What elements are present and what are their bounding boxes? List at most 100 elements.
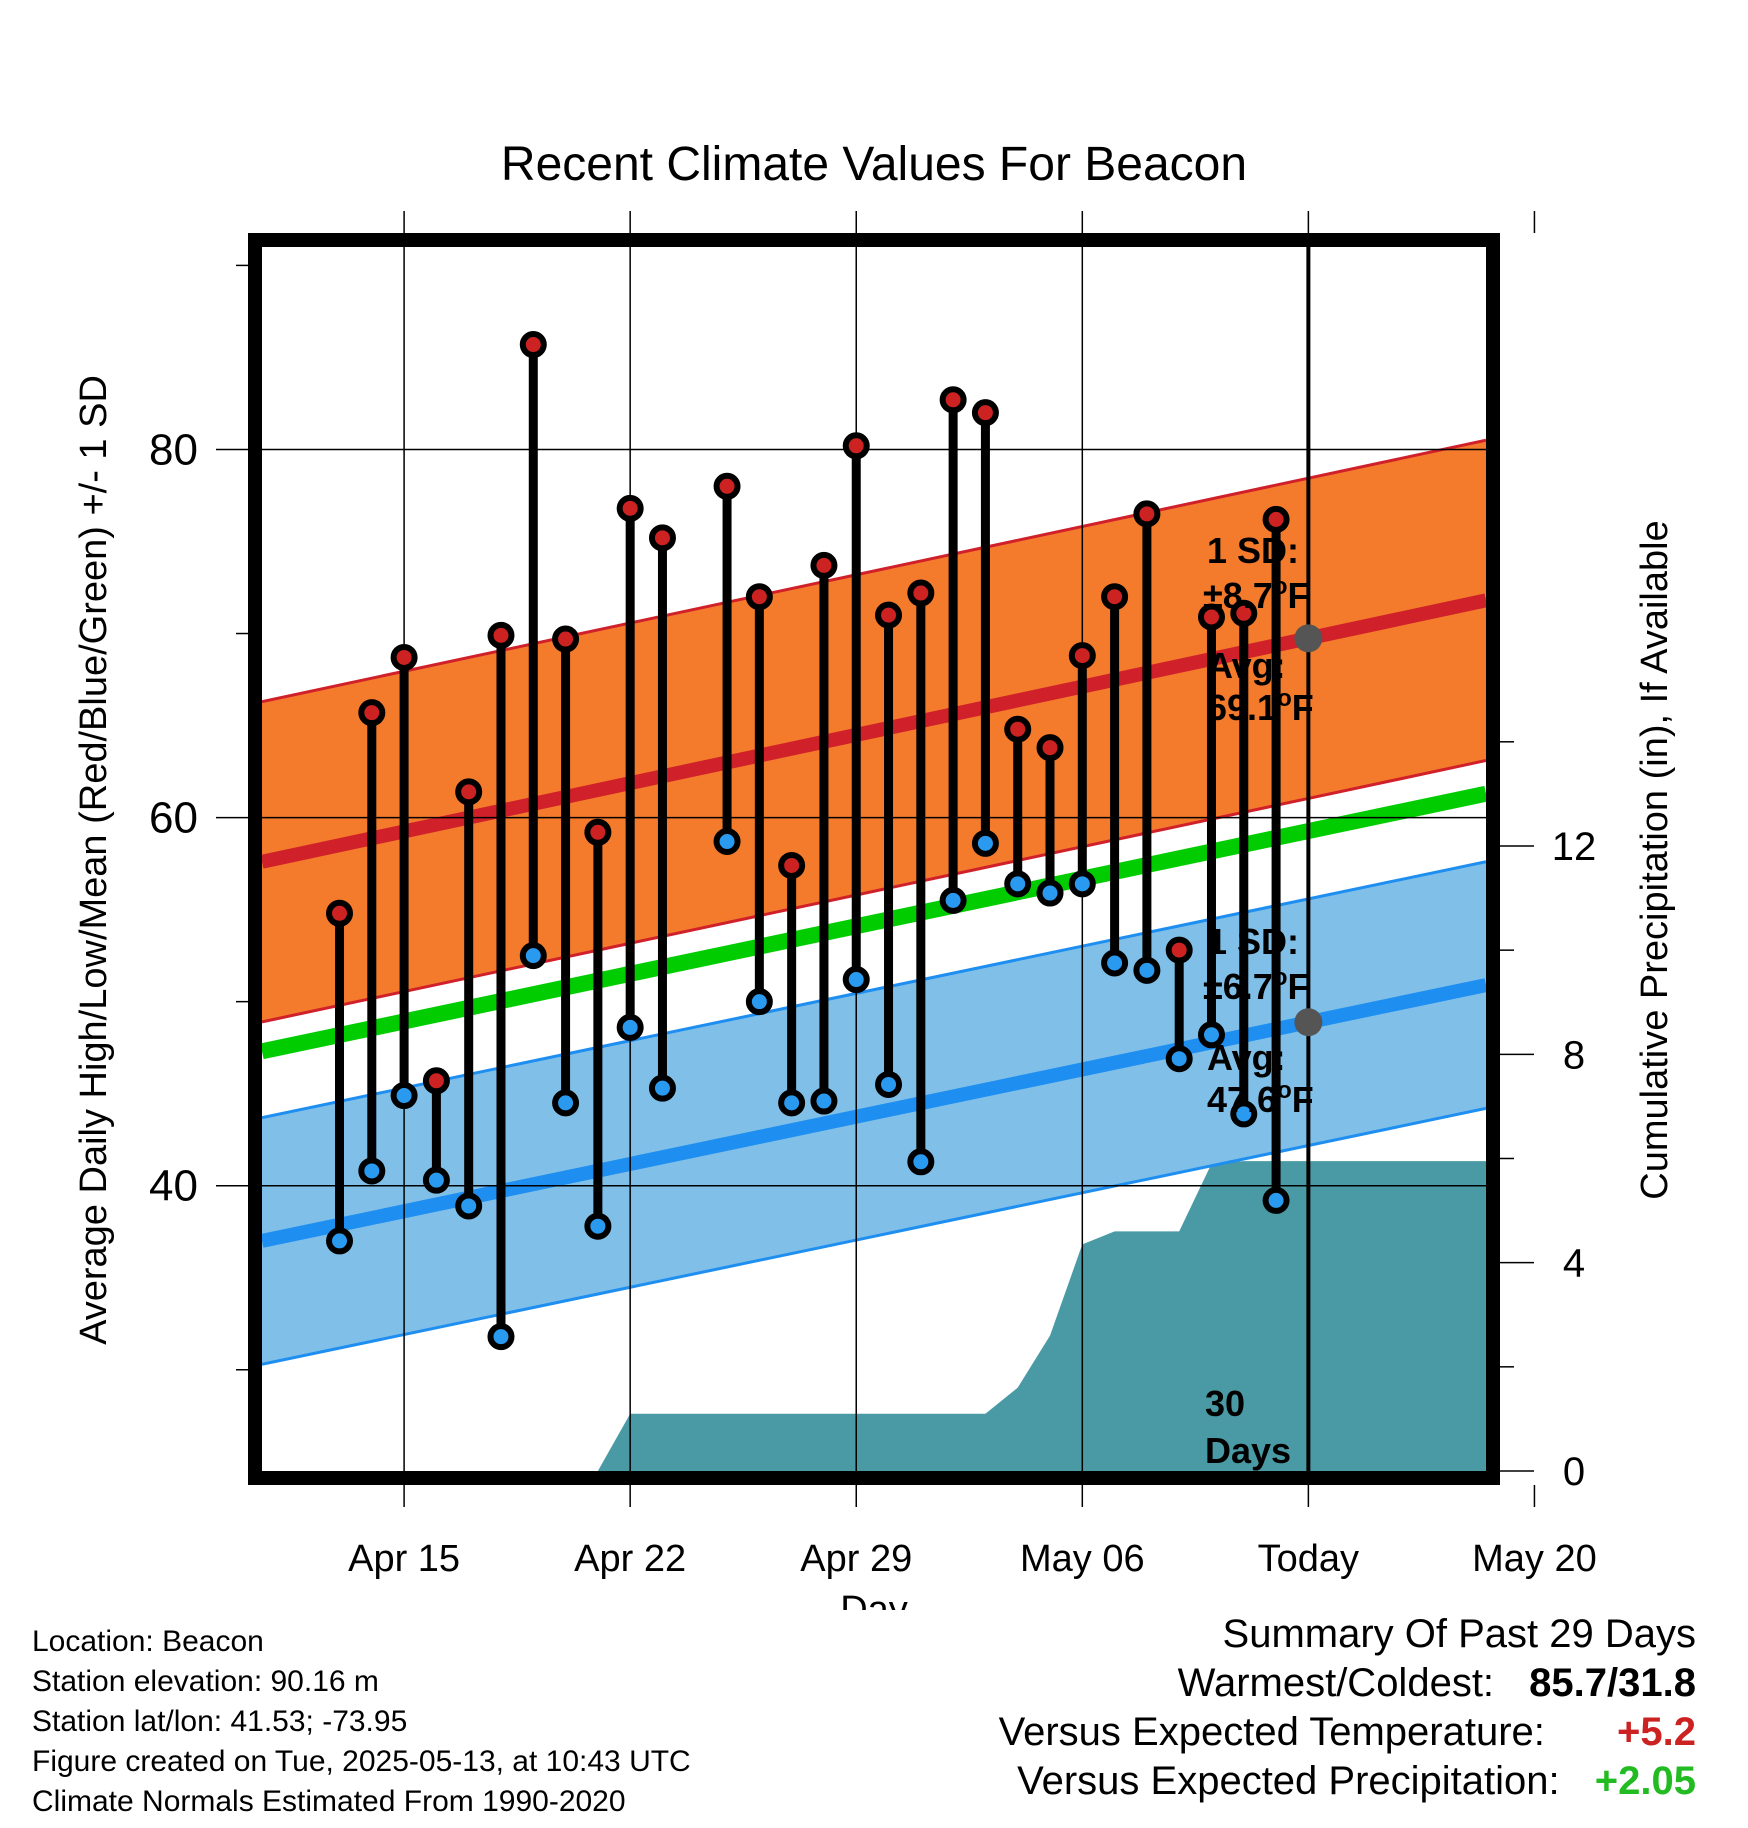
- temp-label: Versus Expected Temperature:: [998, 1710, 1545, 1754]
- daily-low-point: [1230, 1100, 1258, 1128]
- daily-low-point: [487, 1323, 515, 1351]
- summary-warm-cold: Warmest/Coldest: 85.7/31.8: [999, 1659, 1696, 1708]
- x-tick-label: Apr 29: [800, 1538, 912, 1580]
- summary-temp: Versus Expected Temperature: +5.2: [999, 1708, 1696, 1757]
- daily-low-point: [422, 1166, 450, 1194]
- y2-tick-label: 12: [1552, 825, 1597, 869]
- daily-low-point: [713, 828, 741, 856]
- low-avg-value: 47.6oF: [1207, 1077, 1314, 1120]
- plot-frame: [248, 233, 1500, 1485]
- temp-value: +5.2: [1617, 1710, 1696, 1754]
- precip-label: Versus Expected Precipitation:: [1017, 1759, 1560, 1803]
- daily-high-point: [875, 601, 903, 629]
- x-tick-label: Apr 15: [348, 1538, 460, 1580]
- daily-high-point: [519, 331, 547, 359]
- x-axis-label: Day: [840, 1589, 908, 1610]
- daily-high-point: [842, 432, 870, 460]
- daily-low-point: [971, 829, 999, 857]
- y2-axis-label: Cumulative Precipitation (in), If Availa…: [1634, 520, 1676, 1199]
- y2-tick-label: 8: [1563, 1033, 1585, 1077]
- summary-heading: Summary Of Past 29 Days: [1222, 1612, 1696, 1656]
- warm-cold-value: 85.7/31.8: [1529, 1661, 1696, 1705]
- daily-high-point: [778, 851, 806, 879]
- location-line: Location: Beacon: [32, 1625, 264, 1658]
- daily-low-point: [1262, 1186, 1290, 1214]
- daily-low-point: [584, 1212, 612, 1240]
- daily-high-point: [1036, 734, 1064, 762]
- daily-low-point: [778, 1089, 806, 1117]
- daily-high-point: [1165, 936, 1193, 964]
- avg-high-marker: [1294, 624, 1323, 653]
- daily-low-point: [616, 1013, 644, 1041]
- daily-high-point: [810, 551, 838, 579]
- high-sd-label: 1 SD:: [1207, 530, 1299, 571]
- climate-chart: Recent Climate Values For Beacon Average…: [73, 138, 1676, 1610]
- daily-low-point: [648, 1074, 676, 1102]
- x-tick-label: Apr 22: [574, 1538, 686, 1580]
- daily-low-point: [1197, 1021, 1225, 1049]
- daily-low-point: [519, 942, 547, 970]
- daily-high-point: [326, 899, 354, 927]
- daily-low-point: [1004, 870, 1032, 898]
- x-axis: Apr 15 Apr 22 Apr 29 May 06 Today May 20: [348, 211, 1597, 1580]
- daily-high-point: [1133, 500, 1161, 528]
- daily-high-point: [422, 1067, 450, 1095]
- high-avg-value: 69.1oF: [1207, 685, 1314, 728]
- elevation-line: Station elevation: 90.16 m: [32, 1665, 379, 1698]
- daily-low-point: [907, 1148, 935, 1176]
- precip-value: +2.05: [1594, 1759, 1696, 1803]
- y-axis-label: Average Daily High/Low/Mean (Red/Blue/Gr…: [73, 375, 115, 1345]
- high-avg-label: Avg:: [1207, 645, 1286, 686]
- daily-low-point: [810, 1087, 838, 1115]
- daily-low-point: [1036, 879, 1064, 907]
- daily-high-point: [390, 643, 418, 671]
- period-word: Days: [1205, 1430, 1291, 1471]
- y-left-axis-label: Average Daily High/Low/Mean (Red/Blue/Gr…: [73, 375, 115, 1345]
- daily-high-point: [1230, 599, 1258, 627]
- daily-low-point: [358, 1157, 386, 1185]
- high-sd-band-upper-edge: [262, 438, 1486, 704]
- normals-line: Climate Normals Estimated From 1990-2020: [32, 1785, 626, 1818]
- daily-low-point: [745, 988, 773, 1016]
- y2-tick-label: 4: [1563, 1242, 1585, 1286]
- low-sd-band-lower-edge: [262, 1106, 1486, 1366]
- daily-high-point: [1068, 642, 1096, 670]
- daily-high-point: [584, 818, 612, 846]
- summary-precip: Versus Expected Precipitation: +2.05: [999, 1757, 1696, 1806]
- daily-high-point: [713, 472, 741, 500]
- low-sd-value: ±6.7oF: [1203, 964, 1309, 1007]
- daily-low-point: [326, 1227, 354, 1255]
- daily-high-point: [1262, 505, 1290, 533]
- x-tick-label: May 20: [1472, 1538, 1597, 1580]
- daily-high-point: [745, 583, 773, 611]
- daily-low-point: [1165, 1045, 1193, 1073]
- daily-series: [326, 331, 1290, 1351]
- latlon-line: Station lat/lon: 41.53; -73.95: [32, 1705, 408, 1738]
- daily-high-point: [939, 386, 967, 414]
- precipitation-area: [597, 1161, 1486, 1471]
- plot-area: 40 60 80 0 4 8 12 Apr 15 Apr 22 Apr 29 May 06 Today…: [149, 211, 1597, 1580]
- daily-low-point: [1101, 949, 1129, 977]
- y-left-axis: 40 60 80: [149, 264, 248, 1371]
- daily-high-point: [648, 524, 676, 552]
- daily-low-point: [939, 886, 967, 914]
- daily-low-point: [1068, 870, 1096, 898]
- daily-low-point: [552, 1089, 580, 1117]
- created-line: Figure created on Tue, 2025-05-13, at 10…: [32, 1745, 691, 1778]
- y-tick-label: 80: [149, 425, 198, 474]
- summary-panel: Summary Of Past 29 Days Warmest/Coldest:…: [999, 1610, 1696, 1806]
- y-right-axis-label: Cumulative Precipitation (in), If Availa…: [1634, 520, 1676, 1199]
- x-tick-label: Today: [1258, 1538, 1359, 1580]
- daily-high-point: [1004, 715, 1032, 743]
- plot-content: [262, 247, 1486, 1471]
- daily-high-point: [1101, 583, 1129, 611]
- daily-high-point: [358, 699, 386, 727]
- chart-title: Recent Climate Values For Beacon: [501, 138, 1247, 191]
- warm-cold-label: Warmest/Coldest:: [1177, 1661, 1495, 1705]
- y-tick-label: 40: [149, 1162, 198, 1211]
- x-tick-label: May 06: [1020, 1538, 1145, 1580]
- daily-high-point: [1197, 603, 1225, 631]
- daily-low-point: [842, 966, 870, 994]
- daily-low-point: [875, 1070, 903, 1098]
- daily-low-point: [390, 1082, 418, 1110]
